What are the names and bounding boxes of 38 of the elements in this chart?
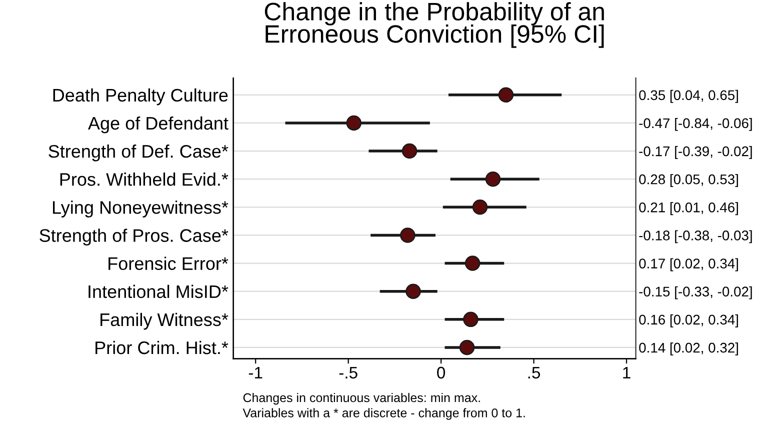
- chart-title: Change in the Probability of an Erroneous Conviction [95% CI]: [264, 2, 604, 48]
- y2-tick-label: 0.21 [0.01, 0.46]: [639, 202, 738, 216]
- y-tick-label: Forensic Error*: [108, 256, 228, 270]
- y-tick-label: Pros. Withheld Evid.*: [60, 172, 228, 186]
- y-tick-label: Strength of Pros. Case*: [40, 228, 228, 246]
- point: [402, 143, 418, 159]
- y2-tick-label: -0.47 [-0.84, -0.06]: [639, 118, 752, 131]
- point: [459, 340, 475, 356]
- point: [498, 87, 514, 103]
- x-tick-label: 0: [437, 366, 446, 379]
- text: Changes in continuous variables: min max.: [243, 392, 480, 405]
- x-tick-label: -1: [248, 366, 262, 378]
- y2-tick-label: 0.16 [0.02, 0.34]: [639, 314, 738, 328]
- y-tick-label: Age of Defendant: [88, 116, 228, 134]
- x-tick-label: .5: [528, 366, 540, 379]
- y-tick-label: Lying Noneyewitness*: [52, 200, 228, 218]
- text: Variables with a * are discrete - change from 0 to 1.: [242, 408, 525, 420]
- point: [485, 171, 501, 187]
- y2-tick-label: -0.15 [-0.33, -0.02]: [639, 286, 752, 300]
- y2-tick-label: 0.14 [0.02, 0.32]: [639, 342, 738, 356]
- y2-tick-label: 0.35 [0.04, 0.65]: [639, 90, 738, 103]
- point: [406, 284, 421, 299]
- y2-tick-label: -0.17 [-0.39, -0.02]: [639, 146, 752, 159]
- x-tick-label: -.5: [339, 366, 358, 379]
- y-tick-label: Prior Crim. Hist.*: [96, 340, 228, 354]
- point: [400, 228, 416, 243]
- y-tick-label: Death Penalty Culture: [53, 88, 228, 106]
- point: [464, 256, 480, 271]
- y-tick-label: Intentional MisID*: [88, 284, 228, 298]
- y-tick-label: Family Witness*: [100, 312, 228, 330]
- y2-tick-label: -0.18 [-0.38, -0.03]: [639, 230, 752, 244]
- y2-tick-label: 0.17 [0.02, 0.34]: [639, 258, 738, 272]
- x-tick-label: 1: [623, 366, 630, 378]
- point: [463, 312, 478, 328]
- y2-tick-label: 0.28 [0.05, 0.53]: [639, 174, 738, 188]
- y-tick-label: Strength of Def. Case*: [48, 144, 228, 162]
- point: [346, 115, 362, 131]
- point: [472, 200, 488, 215]
